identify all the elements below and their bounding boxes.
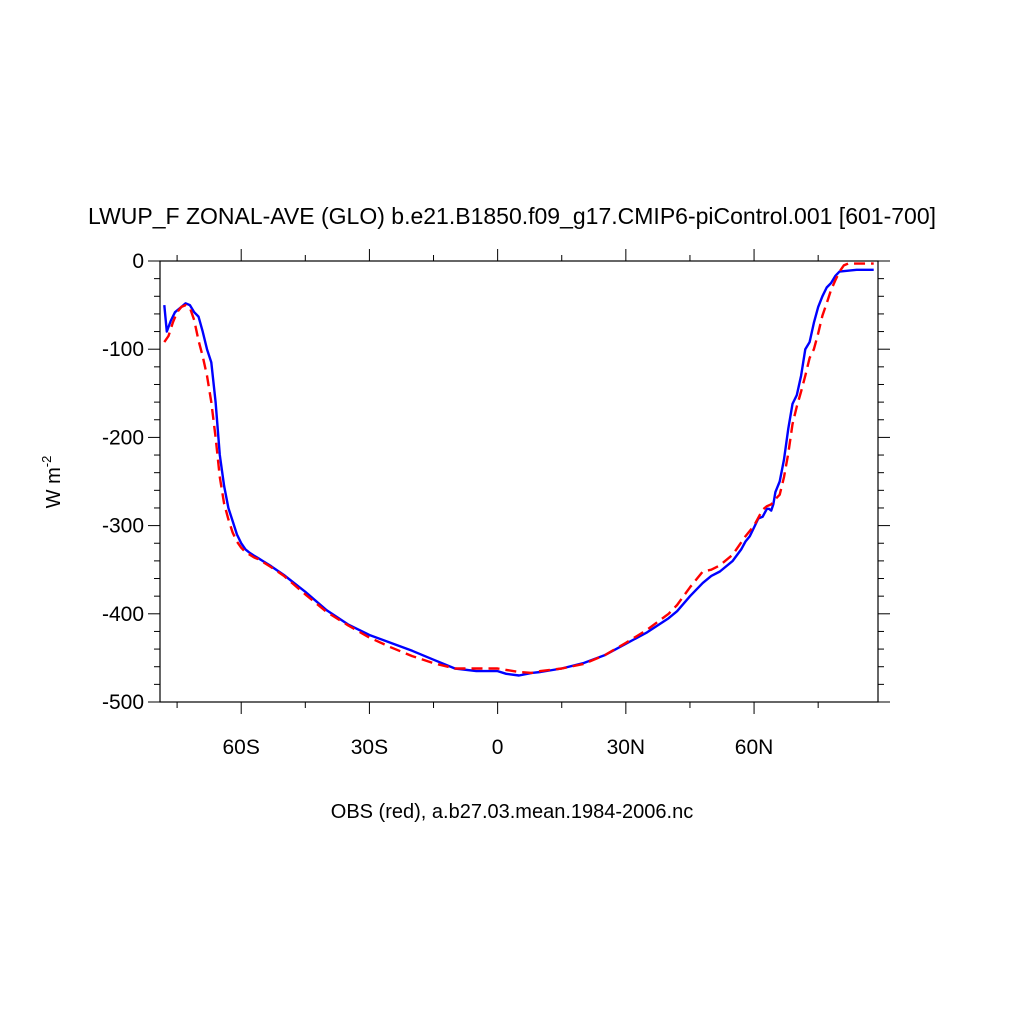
y-axis-label-superscript: -2: [39, 456, 54, 468]
model-series-line: [163, 268, 874, 677]
axis-ticks: 0 -100 -200 -300 -400 -500 60S 30S 0 30N 60N: [102, 249, 890, 759]
chart-title: LWUP_F ZONAL-AVE (GLO) b.e21.B1850.f09_g…: [88, 203, 936, 229]
y-tick-label: 0: [132, 250, 144, 273]
data-series-group: [163, 262, 874, 677]
x-tick-label: 30N: [607, 736, 646, 759]
y-tick-label: -400: [102, 603, 144, 626]
obs-series-line: [163, 262, 874, 675]
x-tick-label: 30S: [351, 736, 388, 759]
x-axis-label: OBS (red), a.b27.03.mean.1984-2006.nc: [331, 801, 693, 823]
y-axis-label: W m-2: [39, 456, 65, 509]
x-tick-label: 60N: [735, 736, 774, 759]
y-tick-label: -300: [102, 515, 144, 538]
x-tick-label: 0: [492, 736, 504, 759]
y-axis-label-main: W m: [43, 467, 65, 508]
x-tick-label: 60S: [223, 736, 260, 759]
y-tick-label: -500: [102, 691, 144, 714]
y-tick-label: -200: [102, 426, 144, 449]
y-tick-label: -100: [102, 338, 144, 361]
plot-frame: [159, 260, 879, 703]
